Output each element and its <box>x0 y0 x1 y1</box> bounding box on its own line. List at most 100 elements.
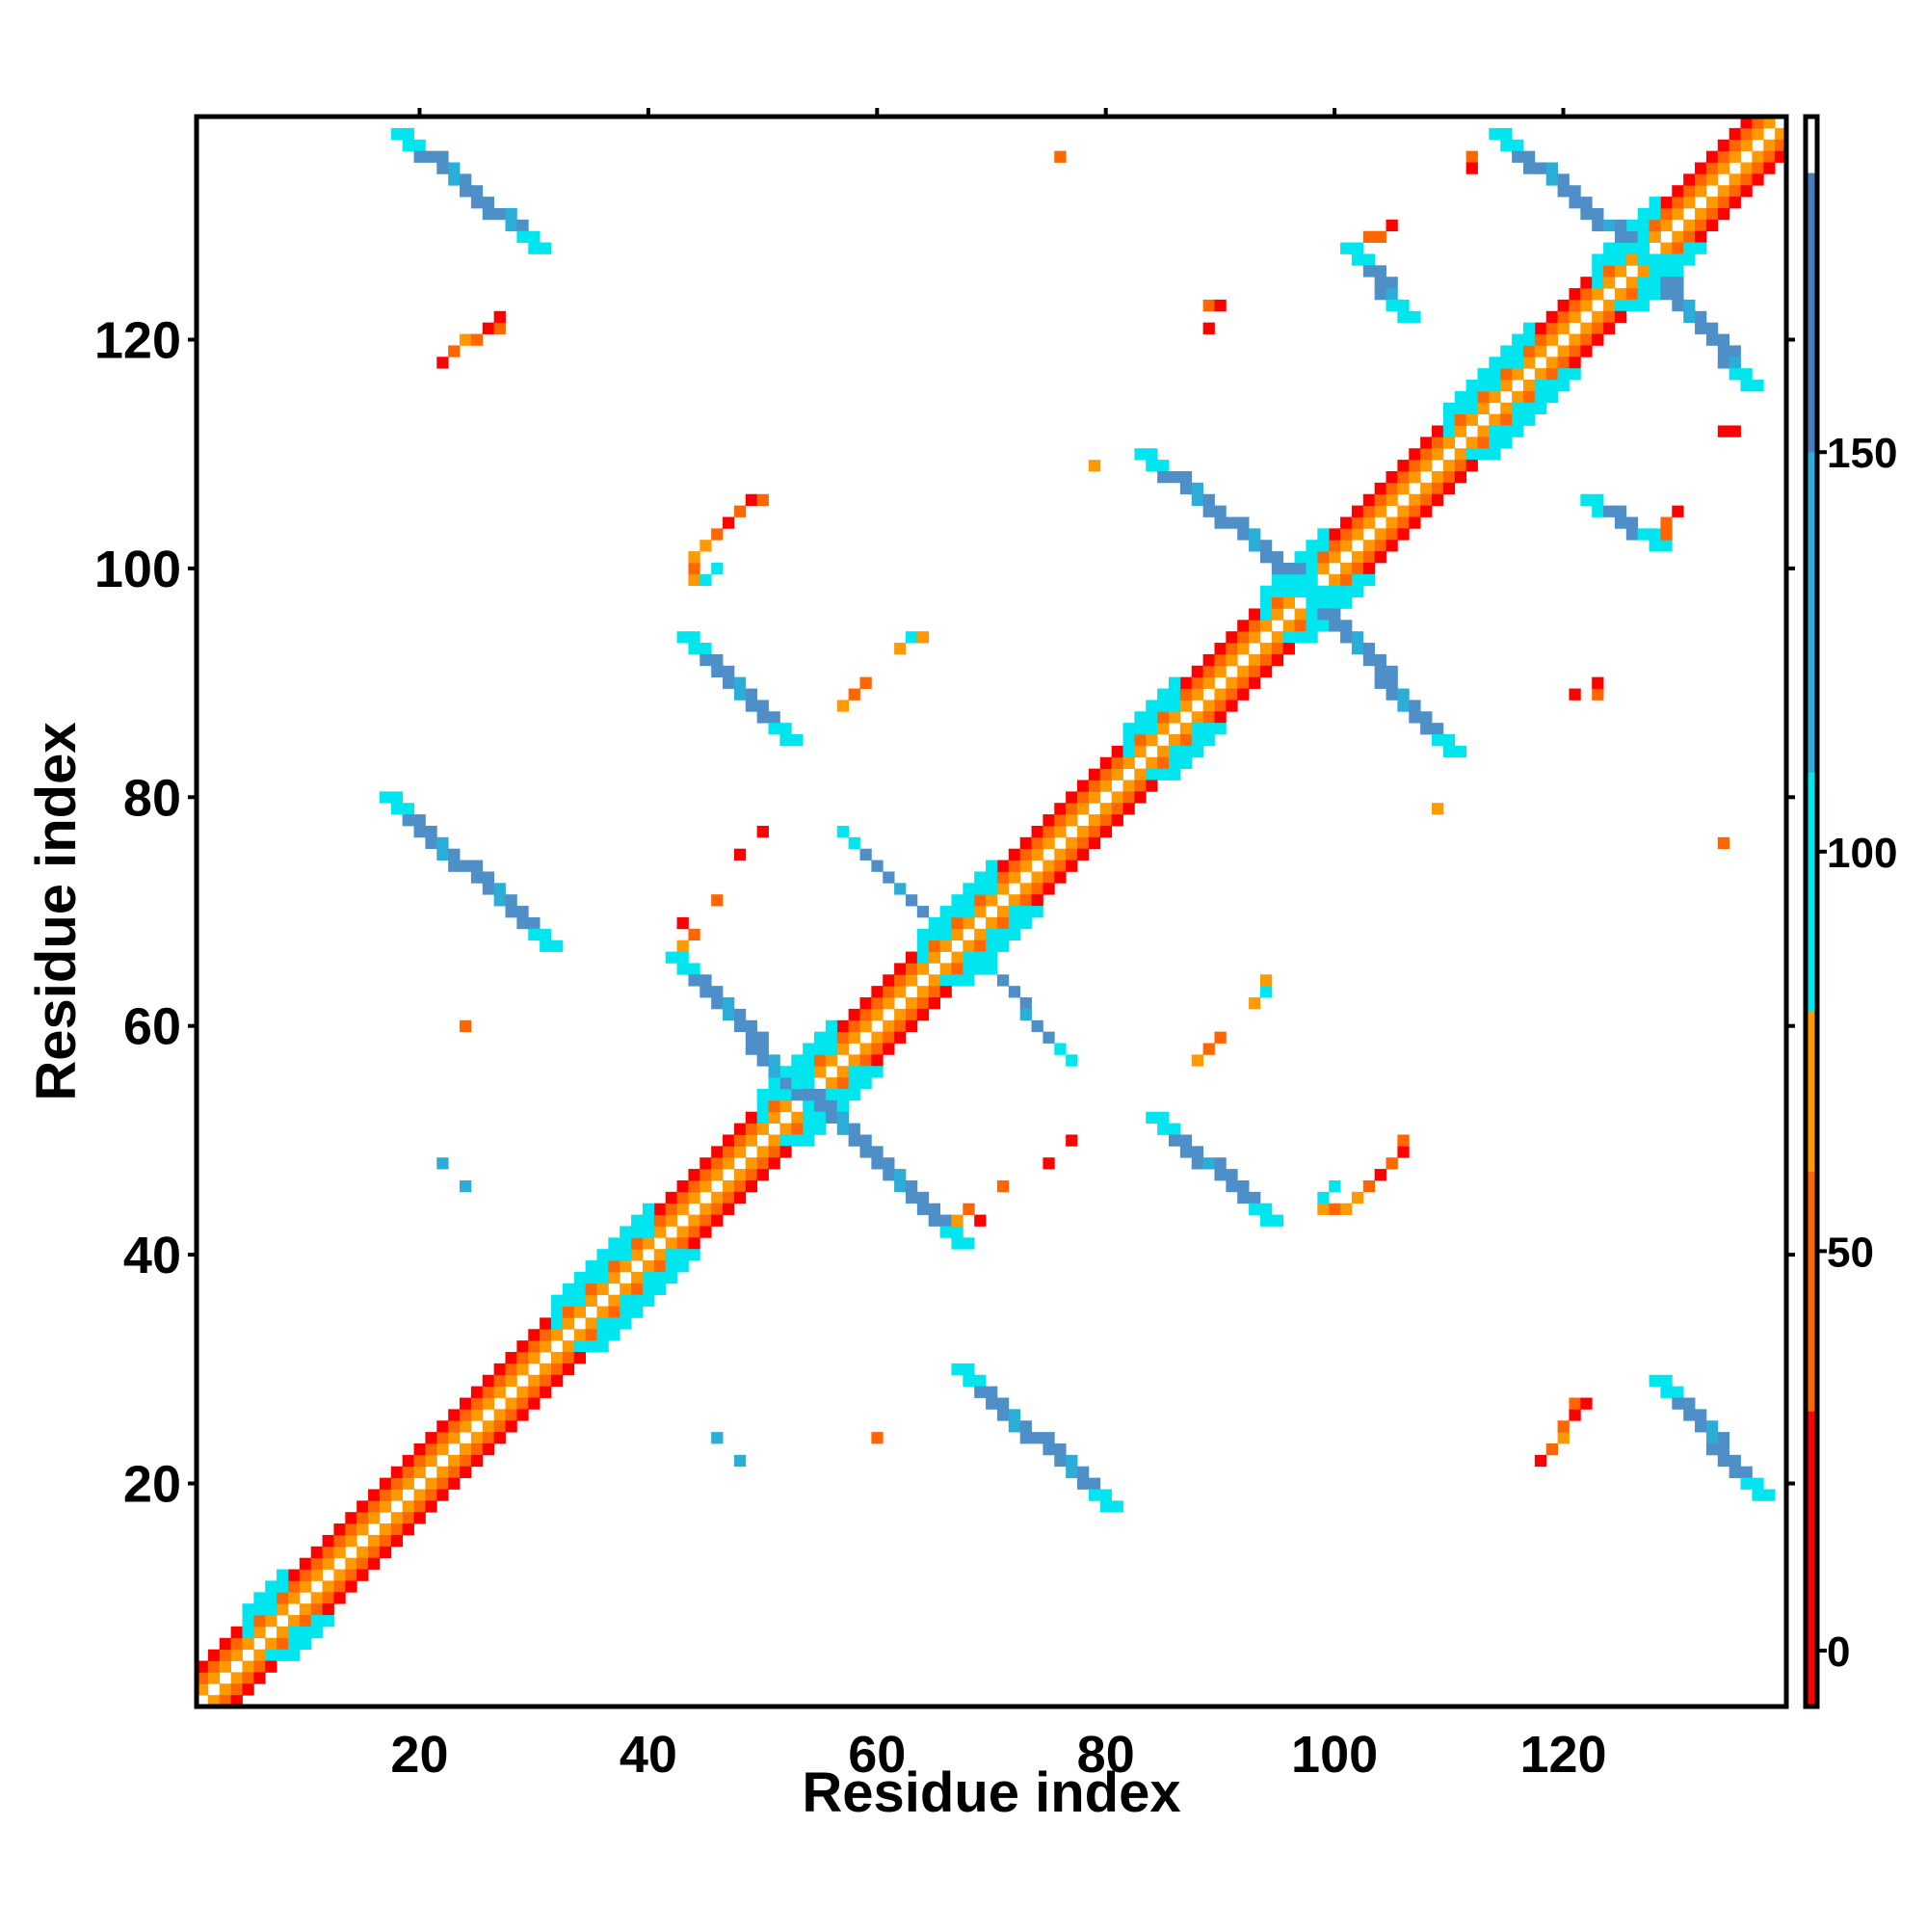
y-tick-label: 120 <box>94 311 181 369</box>
heatmap-cell <box>871 1008 884 1021</box>
heatmap-cell <box>1637 299 1650 312</box>
heatmap-cell <box>1008 986 1021 998</box>
heatmap-cell <box>505 906 517 918</box>
heatmap-cell <box>299 1569 312 1581</box>
heatmap-cell <box>1111 1500 1123 1513</box>
heatmap-cell <box>711 562 724 575</box>
heatmap-cell <box>1775 127 1787 141</box>
heatmap-cell <box>1649 1374 1661 1388</box>
heatmap-cell <box>230 1695 243 1707</box>
heatmap-cell <box>230 1672 243 1684</box>
x-tick-label: 40 <box>620 1726 677 1784</box>
heatmap-cell <box>1729 368 1741 381</box>
heatmap-cell <box>756 700 769 712</box>
heatmap-cell <box>448 1409 461 1421</box>
heatmap-cell <box>1500 437 1513 449</box>
heatmap-cell <box>836 700 850 712</box>
heatmap-cell <box>928 928 940 941</box>
heatmap-cell <box>928 951 940 964</box>
heatmap-cell <box>1545 357 1558 369</box>
colorbar-segment <box>1806 452 1817 773</box>
heatmap-cell <box>1729 197 1741 209</box>
heatmap-cell <box>448 162 461 174</box>
heatmap-cell <box>1157 756 1170 770</box>
heatmap-cell <box>1420 711 1433 724</box>
heatmap-cell <box>905 894 918 907</box>
heatmap-cell <box>986 871 998 884</box>
heatmap-cell <box>1695 242 1707 254</box>
heatmap-cell <box>1592 310 1604 324</box>
heatmap-cell <box>1740 185 1753 198</box>
heatmap-cell <box>1740 117 1753 129</box>
heatmap-cell <box>1317 540 1330 552</box>
heatmap-cell <box>1522 333 1536 346</box>
heatmap-cell <box>676 963 689 975</box>
heatmap-cell <box>1752 173 1764 186</box>
heatmap-cell <box>1157 711 1170 724</box>
heatmap-cell <box>986 928 998 941</box>
heatmap-cell <box>836 825 850 838</box>
y-axis-label: Residue index <box>25 722 88 1100</box>
heatmap-cell <box>1362 265 1376 278</box>
heatmap-cell <box>1054 150 1067 163</box>
heatmap-cell <box>1157 1123 1170 1135</box>
heatmap-cell <box>1717 1442 1730 1456</box>
heatmap-cell <box>1294 551 1307 564</box>
heatmap-cell <box>1614 516 1627 529</box>
heatmap-cell <box>368 1546 381 1559</box>
heatmap-cell <box>1351 242 1364 254</box>
heatmap-cell <box>253 1615 266 1628</box>
heatmap-cell <box>528 916 541 930</box>
heatmap-cell <box>1226 631 1238 644</box>
heatmap-cells <box>197 117 1787 1707</box>
heatmap-cell <box>986 916 998 930</box>
heatmap-cell <box>1386 540 1398 552</box>
heatmap-cell <box>859 676 872 689</box>
heatmap-cell <box>345 1569 357 1581</box>
heatmap-cell <box>413 1489 426 1501</box>
heatmap-cell <box>848 1134 860 1147</box>
heatmap-cell <box>1775 150 1787 163</box>
heatmap-cell <box>379 1523 392 1536</box>
heatmap-cell <box>1329 620 1341 632</box>
heatmap-cell <box>1580 277 1593 289</box>
heatmap-cell <box>402 1466 414 1478</box>
heatmap-cell <box>1672 253 1684 266</box>
heatmap-cell <box>1122 803 1135 815</box>
heatmap-cell <box>723 1008 735 1021</box>
heatmap-cell <box>859 1043 872 1055</box>
heatmap-cell <box>733 1169 747 1181</box>
heatmap-cell <box>1282 596 1295 609</box>
heatmap-cell <box>905 951 918 964</box>
heatmap-cell <box>1614 253 1627 266</box>
heatmap-cell <box>871 1066 884 1078</box>
heatmap-cell <box>265 1592 277 1604</box>
heatmap-cell <box>700 1203 712 1215</box>
heatmap-cell <box>1191 723 1203 735</box>
heatmap-cell <box>1705 1432 1719 1444</box>
heatmap-cell <box>1259 643 1273 655</box>
heatmap-cell <box>928 997 940 1010</box>
heatmap-cell <box>1054 1442 1067 1456</box>
heatmap-cell <box>1557 299 1570 312</box>
heatmap-cell <box>1522 413 1536 426</box>
heatmap-cell <box>1214 688 1227 701</box>
heatmap-cell <box>996 860 1010 872</box>
heatmap-cell <box>1729 139 1741 152</box>
colorbar <box>1806 117 1817 1707</box>
heatmap-cell <box>1351 1191 1364 1204</box>
heatmap-cell <box>791 1077 804 1090</box>
heatmap-cell <box>596 1283 609 1296</box>
heatmap-cell <box>1134 768 1147 781</box>
heatmap-cell <box>1625 230 1639 243</box>
heatmap-cell <box>1603 277 1616 289</box>
heatmap-cell <box>1043 1442 1055 1456</box>
heatmap-cell <box>939 906 952 918</box>
heatmap-cell <box>448 848 461 860</box>
heatmap-cell <box>1763 150 1776 163</box>
heatmap-cell <box>413 814 426 827</box>
heatmap-cell <box>859 1054 872 1067</box>
heatmap-cell <box>460 1420 472 1433</box>
heatmap-cell <box>242 1683 254 1696</box>
heatmap-cell <box>460 1454 472 1468</box>
